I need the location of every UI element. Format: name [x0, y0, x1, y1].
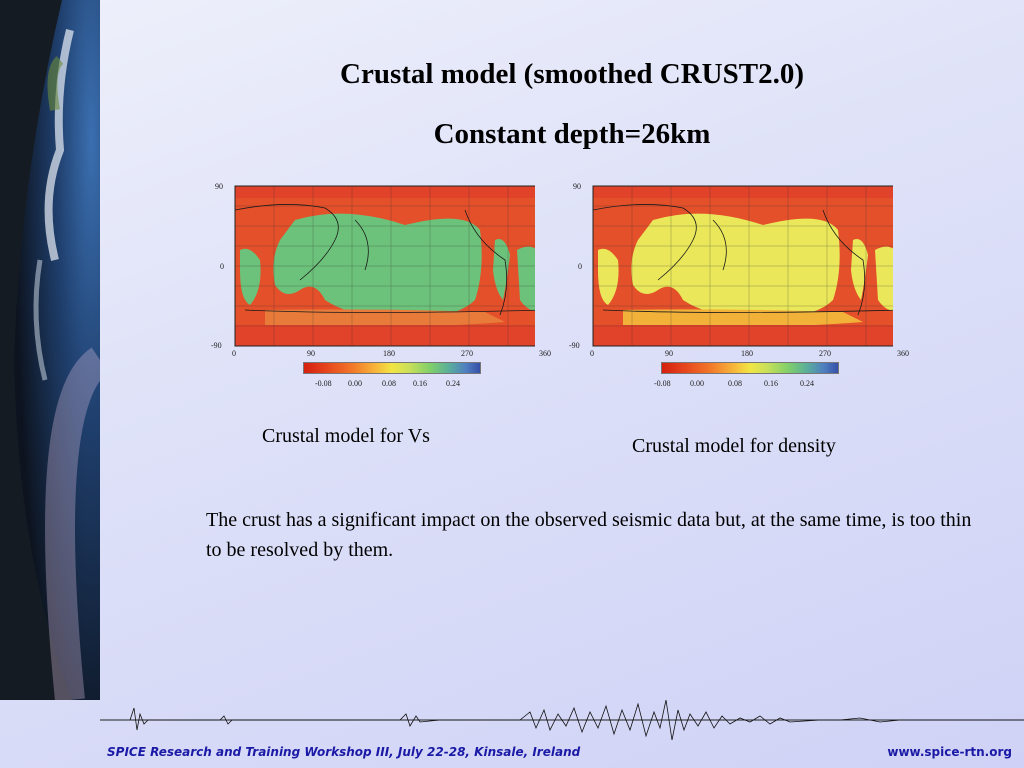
x-tick: 360 — [539, 349, 551, 358]
colorbar-tick: 0.08 — [382, 379, 396, 388]
colorbar — [303, 362, 481, 374]
y-tick: 90 — [215, 182, 223, 191]
vs-map — [234, 185, 535, 347]
y-tick: 0 — [578, 262, 582, 271]
caption-density: Crustal model for density — [632, 435, 836, 457]
x-tick: 0 — [590, 349, 594, 358]
colorbar-tick: 0.16 — [764, 379, 778, 388]
x-tick: 360 — [897, 349, 909, 358]
x-tick: 90 — [307, 349, 315, 358]
colorbar-tick: -0.08 — [654, 379, 671, 388]
density-map-panel: 90 0 -90 0 90 180 270 360 -0.08 0.00 0.0… — [563, 180, 909, 395]
title-line-2: Constant depth=26km — [433, 118, 711, 150]
y-tick: 90 — [573, 182, 581, 191]
y-tick: 0 — [220, 262, 224, 271]
title-line-1: Crustal model (smoothed CRUST2.0) — [340, 58, 804, 90]
x-tick: 90 — [665, 349, 673, 358]
footer-workshop: SPICE Research and Training Workshop III… — [107, 745, 581, 759]
colorbar-tick: 0.00 — [690, 379, 704, 388]
colorbar-tick: 0.00 — [348, 379, 362, 388]
y-tick: -90 — [211, 341, 222, 350]
vs-map-panel: 90 0 -90 0 90 180 270 360 -0.08 0.00 0.0… — [205, 180, 551, 395]
y-tick: -90 — [569, 341, 580, 350]
x-tick: 270 — [819, 349, 831, 358]
x-tick: 180 — [741, 349, 753, 358]
colorbar-tick: 0.16 — [413, 379, 427, 388]
colorbar-tick: 0.24 — [800, 379, 814, 388]
colorbar-tick: -0.08 — [315, 379, 332, 388]
colorbar-tick: 0.24 — [446, 379, 460, 388]
footer-website-link[interactable]: www.spice-rtn.org — [887, 745, 1012, 759]
body-paragraph: The crust has a significant impact on th… — [206, 509, 972, 561]
colorbar — [661, 362, 839, 374]
x-tick: 0 — [232, 349, 236, 358]
x-tick: 180 — [383, 349, 395, 358]
density-map — [592, 185, 893, 347]
seismogram-decoration — [100, 700, 1024, 741]
earth-decoration — [0, 0, 100, 700]
x-tick: 270 — [461, 349, 473, 358]
caption-vs: Crustal model for Vs — [262, 425, 430, 447]
colorbar-tick: 0.08 — [728, 379, 742, 388]
